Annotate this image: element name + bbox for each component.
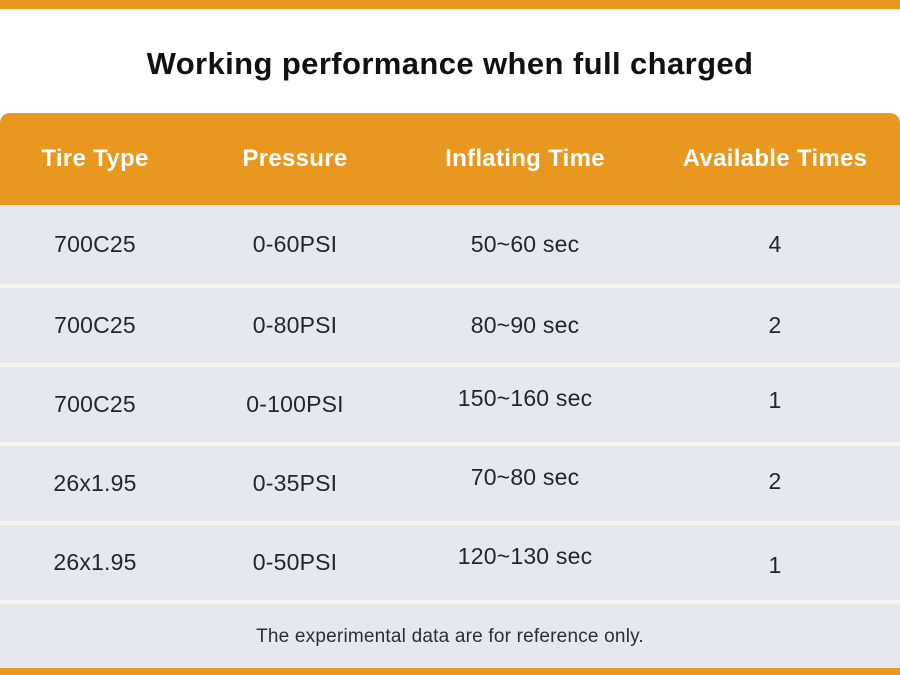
cell-inflating-time: 70~80 sec — [470, 464, 580, 490]
table-row: 700C25 0-80PSI 80~90 sec 2 — [0, 284, 900, 363]
cell-available-times: 4 — [768, 231, 782, 257]
table-footnote-row: The experimental data are for reference … — [0, 600, 900, 675]
header-available-times: Available Times — [682, 145, 868, 172]
cell-inflating-time: 150~160 sec — [457, 385, 593, 411]
table-header-row: Tire Type Pressure Inflating Time Availa… — [0, 113, 900, 205]
cell-pressure: 0-50PSI — [252, 549, 338, 575]
cell-tire-type: 26x1.95 — [53, 549, 137, 575]
footnote-text: The experimental data are for reference … — [256, 625, 644, 647]
cell-pressure: 0-60PSI — [252, 231, 338, 257]
header-pressure: Pressure — [242, 145, 348, 172]
cell-tire-type: 700C25 — [54, 391, 136, 417]
cell-inflating-time: 50~60 sec — [470, 231, 580, 257]
cell-pressure: 0-35PSI — [252, 470, 338, 496]
cell-pressure: 0-80PSI — [252, 312, 338, 338]
cell-tire-type: 700C25 — [54, 231, 136, 257]
top-accent-bar — [0, 0, 900, 9]
table-row: 700C25 0-60PSI 50~60 sec 4 — [0, 205, 900, 284]
table-row: 700C25 0-100PSI 150~160 sec 1 — [0, 363, 900, 442]
header-inflating-time: Inflating Time — [445, 145, 605, 172]
table-row: 26x1.95 0-35PSI 70~80 sec 2 — [0, 442, 900, 521]
cell-inflating-time: 80~90 sec — [470, 312, 580, 338]
cell-available-times: 1 — [768, 387, 782, 413]
performance-table: Tire Type Pressure Inflating Time Availa… — [0, 113, 900, 675]
cell-tire-type: 700C25 — [54, 312, 136, 338]
cell-pressure: 0-100PSI — [246, 391, 344, 417]
bottom-accent-bar — [0, 668, 900, 675]
cell-available-times: 2 — [768, 312, 782, 338]
cell-inflating-time: 120~130 sec — [457, 543, 593, 569]
page-title: Working performance when full charged — [146, 46, 754, 81]
header-tire-type: Tire Type — [41, 145, 149, 172]
table-row: 26x1.95 0-50PSI 120~130 sec 1 — [0, 521, 900, 600]
cell-available-times: 1 — [768, 552, 782, 578]
cell-tire-type: 26x1.95 — [53, 470, 137, 496]
cell-available-times: 2 — [768, 468, 782, 494]
